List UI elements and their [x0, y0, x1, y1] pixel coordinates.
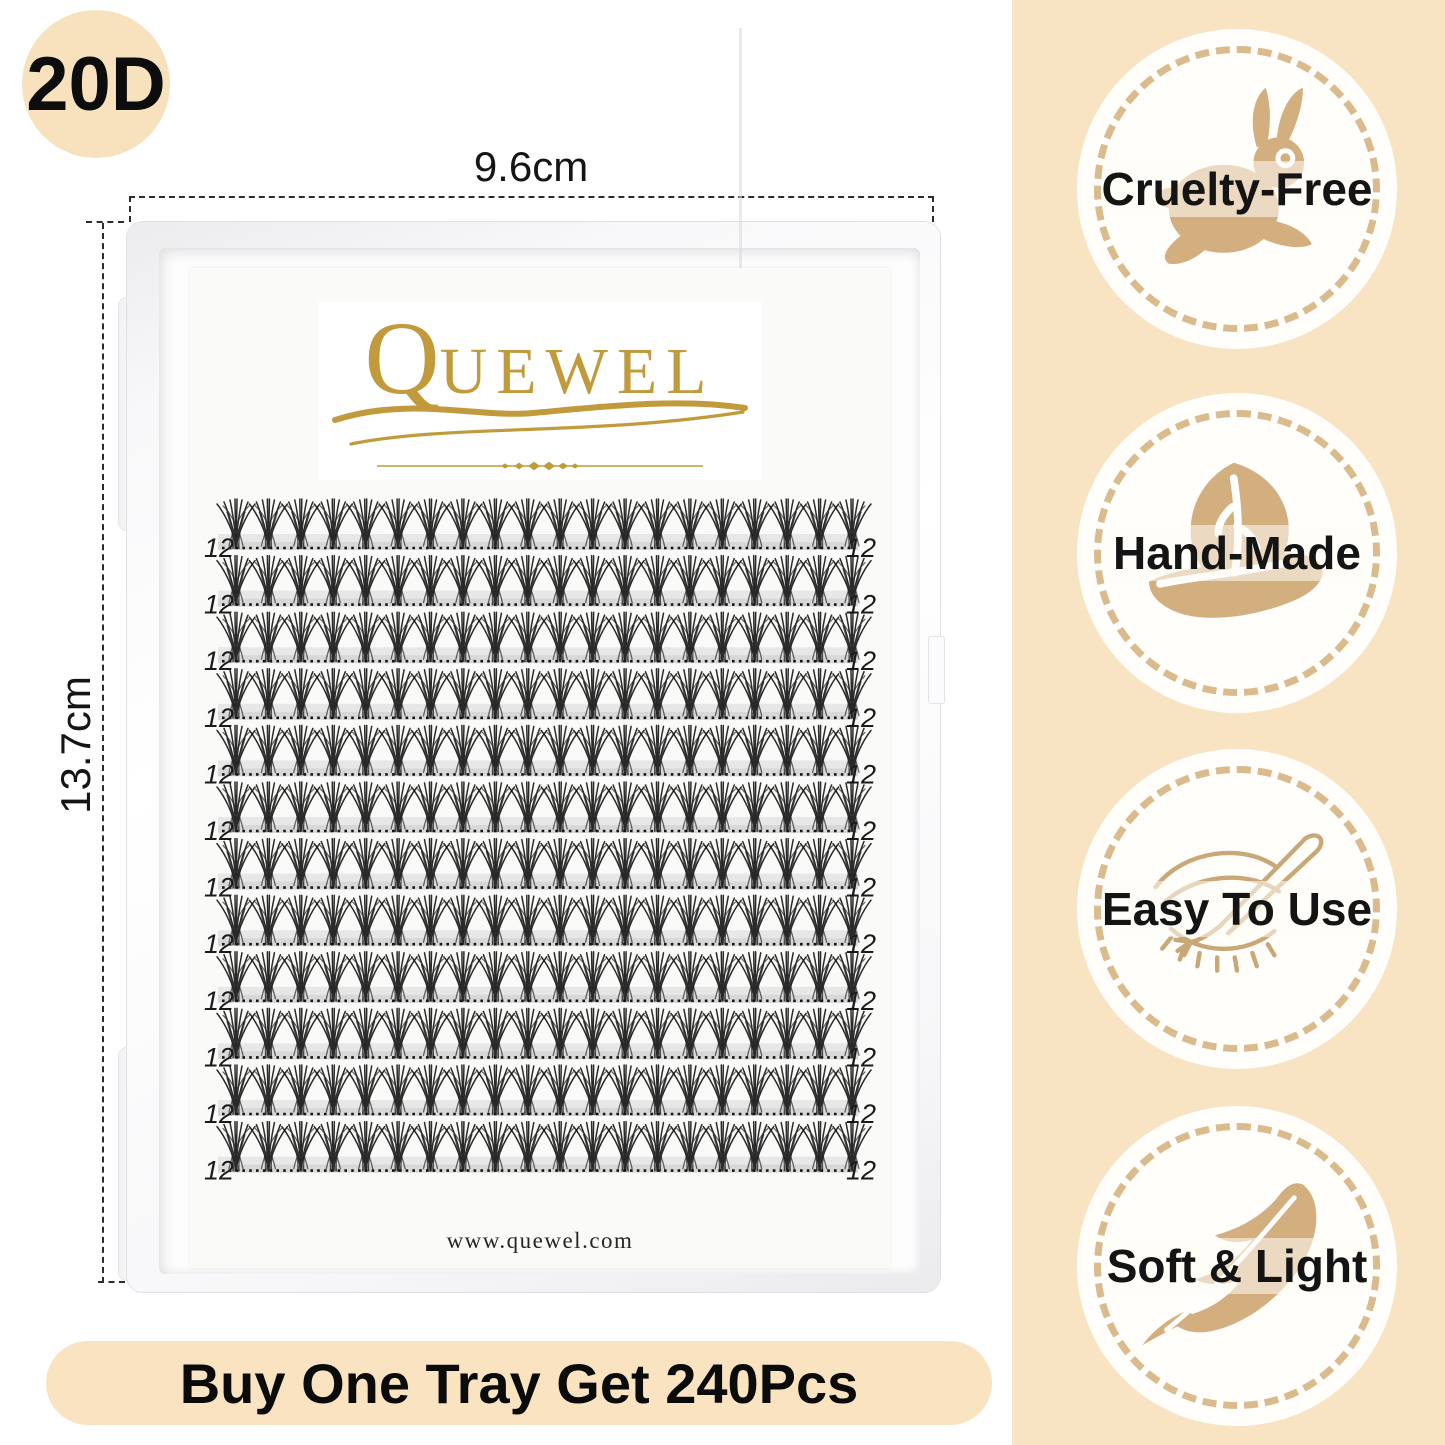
feature-label: Cruelty-Free — [1101, 163, 1373, 215]
brand-initial: Q — [364, 301, 440, 416]
dashed-ring — [1094, 1123, 1380, 1409]
lash-row: 12 12 — [204, 781, 876, 846]
width-dimension-line — [129, 196, 934, 198]
lash-row: 12 12 — [204, 1007, 876, 1072]
lash-row: 12 12 — [204, 724, 876, 789]
logo-swoosh — [332, 399, 748, 446]
density-badge-label: 20D — [26, 41, 166, 127]
lash-row: 12 12 — [204, 837, 876, 903]
width-dimension-tick-left — [129, 196, 131, 222]
row-size-label-left: 12 — [204, 1099, 234, 1129]
dashed-ring — [1094, 766, 1380, 1052]
row-size-label-left: 12 — [204, 1156, 234, 1186]
logo-divider — [377, 461, 703, 470]
dashed-ring — [1094, 46, 1380, 332]
row-size-label-left: 12 — [204, 929, 234, 959]
lash-row: 12 12 — [204, 498, 876, 563]
label-band — [1105, 881, 1369, 937]
brand-rest: UEWEL — [439, 335, 716, 408]
row-size-label-left: 12 — [204, 703, 234, 733]
feature-label: Easy To Use — [1101, 883, 1373, 935]
row-size-label-left: 12 — [204, 873, 234, 903]
website-url: www.quewel.com — [446, 1228, 634, 1253]
row-size-label-left: 12 — [204, 759, 234, 789]
row-size-label-right: 12 — [846, 1156, 876, 1186]
row-size-label-left: 12 — [204, 816, 234, 846]
height-dimension-tick-bottom — [98, 1281, 146, 1283]
dashed-ring — [1094, 410, 1380, 696]
tray-latch — [928, 636, 945, 704]
lash-row: 12 12 — [204, 554, 876, 620]
height-dimension-line — [102, 223, 104, 1283]
label-band — [1105, 525, 1369, 581]
promo-banner-text: Buy One Tray Get 240Pcs — [179, 1351, 859, 1415]
brand-label-sticker — [318, 302, 762, 480]
label-band — [1105, 161, 1369, 217]
label-band — [1105, 1238, 1369, 1294]
row-size-label-left: 12 — [204, 986, 234, 1016]
brand-logo: Q UEWEL — [190, 301, 890, 474]
row-size-label-left: 12 — [204, 1042, 234, 1072]
lash-row: 12 12 — [204, 951, 876, 1016]
width-dimension-label: 9.6cm — [473, 143, 589, 190]
brand-wordmark: Q UEWEL — [190, 301, 890, 416]
height-dimension-tick-top — [86, 221, 124, 223]
lash-paper-card: Q UEWEL — [190, 268, 890, 1268]
lash-row: 12 12 — [204, 1120, 876, 1186]
feature-badge-soft-light: Soft & Light — [1077, 1106, 1397, 1426]
feature-badge-easy-to-use: Easy To Use — [1077, 749, 1397, 1069]
lash-row: 12 12 — [204, 1064, 876, 1129]
row-size-label-left: 12 — [204, 533, 234, 563]
density-badge: 20D — [22, 10, 170, 158]
feature-badge-hand-made: Hand-Made — [1077, 393, 1397, 713]
row-size-label-left: 12 — [204, 590, 234, 620]
row-size-label-left: 12 — [204, 646, 234, 676]
lash-row: 12 12 — [204, 611, 876, 676]
feature-badge-cruelty-free: Cruelty-Free — [1077, 29, 1397, 349]
width-dimension-tick-right — [932, 196, 934, 222]
height-dimension-label: 13.7cm — [52, 676, 99, 814]
promo-banner: Buy One Tray Get 240Pcs — [46, 1341, 992, 1425]
lash-row: 12 12 — [204, 668, 876, 733]
lash-row: 12 12 — [204, 894, 876, 959]
feature-label: Soft & Light — [1106, 1240, 1368, 1292]
feature-label: Hand-Made — [1113, 527, 1361, 579]
